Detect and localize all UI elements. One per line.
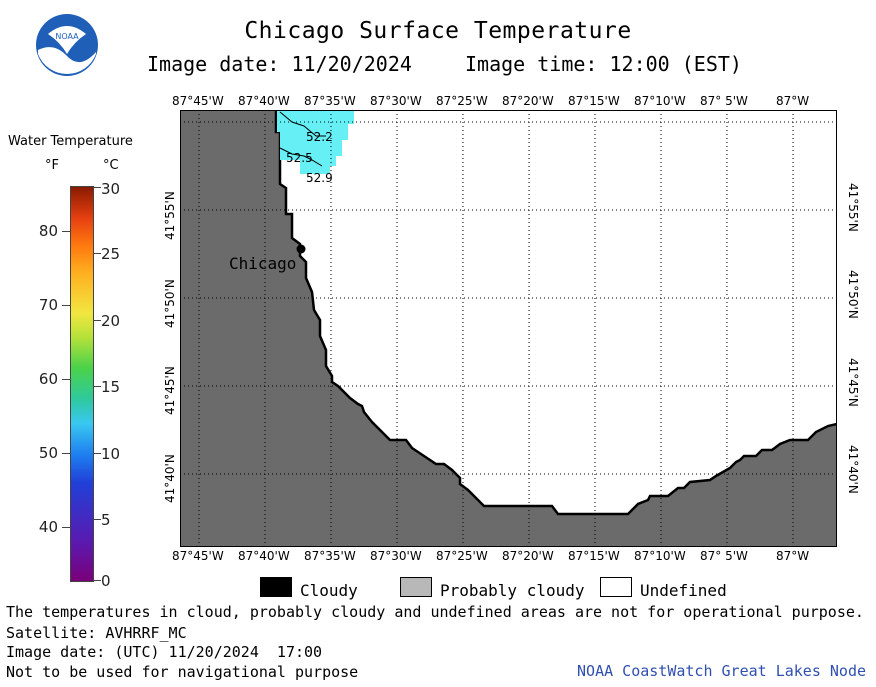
lat-label-left: 41°40'N (163, 454, 177, 503)
temp-label: 52.9 (306, 171, 333, 185)
c-tick (93, 320, 101, 321)
c-label: 10 (101, 445, 121, 463)
lon-label-top: 87° 5'W (700, 94, 748, 108)
node-credit: NOAA CoastWatch Great Lakes Node (577, 662, 866, 680)
temperature-colorbar (70, 186, 94, 582)
temperature-map: Chicago 52.2 52.5 52.9 (180, 110, 837, 547)
image-date: Image date: 11/20/2024 (147, 52, 412, 76)
land-area (180, 110, 837, 547)
c-label: 20 (101, 312, 121, 330)
lat-label-right: 41°55'N (846, 183, 860, 232)
temp-label: 52.5 (286, 151, 313, 165)
lon-label-bottom: 87° 5'W (700, 549, 748, 563)
lon-label-top: 87°35'W (304, 94, 356, 108)
unit-fahrenheit: °F (45, 158, 59, 173)
noaa-logo: NOAA (34, 12, 100, 78)
utc-date-text: Image date: (UTC) 11/20/2024 17:00 (6, 643, 323, 661)
isotherm-line (279, 147, 323, 167)
undefined-swatch (600, 577, 632, 597)
lon-label-bottom: 87°35'W (304, 549, 356, 563)
cloudy-label: Cloudy (300, 581, 358, 600)
isotherm-line (279, 111, 326, 137)
disclaimer-text: The temperatures in cloud, probably clou… (6, 603, 864, 621)
coastline (274, 110, 837, 516)
lon-label-top: 87°W (776, 94, 810, 108)
lon-label-bottom: 87°15'W (568, 549, 620, 563)
lon-label-bottom: 87°W (776, 549, 810, 563)
c-label: 0 (101, 572, 111, 590)
c-tick (93, 187, 101, 188)
water-temperature-area (277, 110, 354, 174)
c-tick (93, 453, 101, 454)
lon-label-bottom: 87°20'W (502, 549, 554, 563)
lon-label-top: 87°25'W (436, 94, 488, 108)
c-label: 15 (101, 378, 121, 396)
city-marker (296, 244, 306, 254)
f-label: 80 (38, 222, 58, 240)
lat-label-left: 41°55'N (163, 191, 177, 240)
c-tick (93, 580, 101, 581)
city-label: Chicago (229, 254, 296, 273)
probably-cloudy-swatch (400, 577, 432, 597)
lat-label-right: 41°45'N (846, 358, 860, 407)
temp-label: 52.2 (306, 130, 333, 144)
lon-label-top: 87°10'W (634, 94, 686, 108)
lon-label-top: 87°15'W (568, 94, 620, 108)
image-time: Image time: 12:00 (EST) (465, 52, 742, 76)
lon-label-top: 87°20'W (502, 94, 554, 108)
logo-text: NOAA (55, 32, 79, 41)
map-frame (180, 110, 837, 547)
lon-label-bottom: 87°45'W (172, 549, 224, 563)
probably-cloudy-label: Probably cloudy (440, 581, 585, 600)
lon-label-top: 87°40'W (238, 94, 290, 108)
legend-title: Water Temperature (8, 134, 133, 149)
lat-label-left: 41°45'N (163, 366, 177, 415)
lat-lon-grid (180, 110, 837, 547)
c-label: 5 (101, 511, 111, 529)
f-tick (62, 231, 70, 232)
f-tick (62, 379, 70, 380)
page-title: Chicago Surface Temperature (244, 18, 632, 44)
undefined-label: Undefined (640, 581, 727, 600)
f-label: 50 (38, 444, 58, 462)
c-label: 30 (101, 180, 121, 198)
lon-label-bottom: 87°30'W (370, 549, 422, 563)
lat-label-left: 41°50'N (163, 279, 177, 328)
c-tick (93, 519, 101, 520)
lon-label-top: 87°30'W (370, 94, 422, 108)
cloudy-swatch (260, 577, 292, 597)
f-label: 70 (38, 296, 58, 314)
satellite-text: Satellite: AVHRRF_MC (6, 624, 187, 642)
f-label: 60 (38, 370, 58, 388)
f-tick (62, 453, 70, 454)
lon-label-top: 87°45'W (172, 94, 224, 108)
f-tick (62, 527, 70, 528)
lat-label-right: 41°50'N (846, 270, 860, 319)
lat-label-right: 41°40'N (846, 445, 860, 494)
navigation-warning: Not to be used for navigational purpose (6, 663, 359, 681)
unit-celsius: °C (103, 158, 119, 173)
f-label: 40 (38, 518, 58, 536)
lon-label-bottom: 87°40'W (238, 549, 290, 563)
lon-label-bottom: 87°10'W (634, 549, 686, 563)
c-tick (93, 386, 101, 387)
c-tick (93, 253, 101, 254)
f-tick (62, 305, 70, 306)
lon-label-bottom: 87°25'W (436, 549, 488, 563)
c-label: 25 (101, 245, 121, 263)
